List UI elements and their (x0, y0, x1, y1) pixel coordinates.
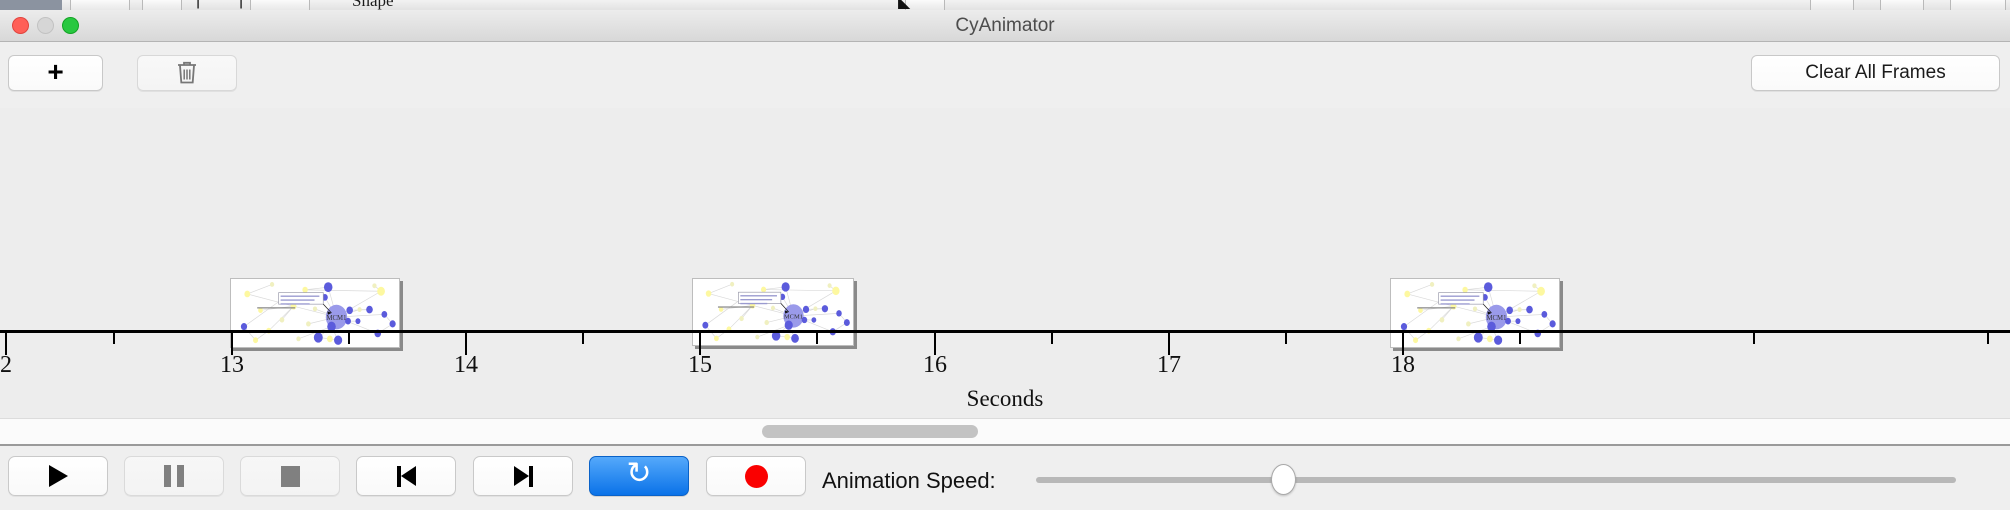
timeline-frame-thumbnail[interactable]: MCM1 (1390, 278, 1560, 348)
add-frame-button[interactable]: + (8, 55, 103, 91)
ruler-tick-major (934, 333, 936, 355)
ruler-tick-minor (1987, 333, 1989, 344)
play-icon (48, 465, 68, 487)
toolbar: + Clear All Frames (0, 42, 2010, 150)
next-frame-button[interactable] (473, 456, 573, 496)
background-glyph: | (196, 0, 201, 9)
ruler-tick-minor (1051, 333, 1053, 344)
pause-icon (164, 465, 184, 487)
skip-back-icon (396, 465, 416, 487)
ruler-tick-label: 17 (1157, 352, 1181, 378)
slider-track[interactable] (1036, 477, 1956, 483)
delete-frame-button[interactable] (137, 55, 237, 91)
ruler-tick-minor (1519, 333, 1521, 344)
network-graph-thumbnail: MCM1 (694, 279, 852, 345)
ruler-tick-minor (1753, 333, 1755, 344)
background-tab (1880, 0, 1924, 10)
ruler-tick-label: 2 (0, 352, 12, 378)
stop-button[interactable] (240, 456, 340, 496)
svg-text:MCM1: MCM1 (784, 314, 803, 321)
slider-thumb[interactable] (1271, 464, 1296, 495)
background-tab (142, 0, 182, 10)
background-tab (1810, 0, 1854, 10)
background-window-sliver: | | Shape ◣ (0, 0, 2010, 10)
background-tab (250, 0, 310, 10)
timeline-frame-thumbnail[interactable]: MCM1 (692, 278, 854, 346)
ruler-tick-label: 18 (1391, 352, 1415, 378)
background-tab (905, 0, 945, 10)
background-tab (1950, 0, 2006, 10)
network-graph-thumbnail: MCM1 (1392, 279, 1558, 347)
svg-text:MCM1: MCM1 (1486, 315, 1506, 322)
ruler-tick-minor (113, 333, 115, 344)
background-glyph: | (239, 0, 244, 9)
ruler-tick-major (465, 333, 467, 355)
zoom-button-icon[interactable] (62, 17, 79, 34)
loop-icon: ↻ (626, 456, 652, 491)
window-title: CyAnimator (955, 15, 1055, 36)
ruler-tick-major (231, 333, 233, 355)
skip-forward-icon (513, 465, 533, 487)
ruler-tick-label: 14 (454, 352, 478, 378)
svg-text:MCM1: MCM1 (326, 315, 346, 322)
ruler-tick-major (1168, 333, 1170, 355)
play-button[interactable] (8, 456, 108, 496)
timeline-scrollbar[interactable] (0, 418, 2010, 444)
playback-control-bar: ↻ Animation Speed: (0, 444, 2010, 510)
animation-speed-slider[interactable] (1036, 464, 1956, 495)
previous-frame-button[interactable] (356, 456, 456, 496)
minimize-button-icon[interactable] (37, 17, 54, 34)
ruler-tick-label: 16 (923, 352, 947, 378)
record-icon (744, 464, 768, 488)
clear-all-frames-button[interactable]: Clear All Frames (1751, 55, 2000, 91)
timeline-canvas[interactable]: MCM1 MCM1 MCM1 (0, 108, 2010, 418)
background-shape-label: Shape (352, 0, 394, 10)
ruler-tick-label: 13 (220, 352, 244, 378)
record-button[interactable] (706, 456, 806, 496)
ruler-tick-minor (816, 333, 818, 344)
loop-button[interactable]: ↻ (589, 456, 689, 496)
network-graph-thumbnail: MCM1 (232, 279, 398, 347)
timeline-ruler-line (0, 330, 2010, 333)
ruler-tick-major (699, 333, 701, 355)
background-glyph: ◣ (898, 0, 911, 10)
ruler-tick-major (5, 333, 7, 355)
scrollbar-track[interactable] (0, 419, 2010, 445)
ruler-tick-minor (582, 333, 584, 344)
ruler-tick-major (1402, 333, 1404, 355)
title-bar[interactable]: CyAnimator (0, 10, 2010, 42)
plus-icon: + (47, 56, 64, 87)
close-button-icon[interactable] (12, 17, 29, 34)
scrollbar-thumb[interactable] (762, 425, 978, 438)
traffic-lights (12, 17, 79, 34)
stop-icon (280, 465, 300, 487)
background-tab-selected (0, 0, 62, 10)
timeline-axis-title: Seconds (966, 386, 1044, 411)
pause-button[interactable] (124, 456, 224, 496)
timeline-frame-thumbnail[interactable]: MCM1 (230, 278, 400, 348)
ruler-tick-minor (348, 333, 350, 344)
clear-all-frames-label: Clear All Frames (1805, 62, 1946, 83)
trash-icon (178, 61, 196, 84)
ruler-tick-minor (1285, 333, 1287, 344)
ruler-tick-label: 15 (688, 352, 712, 378)
background-tab (70, 0, 130, 10)
animation-speed-label: Animation Speed: (822, 468, 996, 493)
